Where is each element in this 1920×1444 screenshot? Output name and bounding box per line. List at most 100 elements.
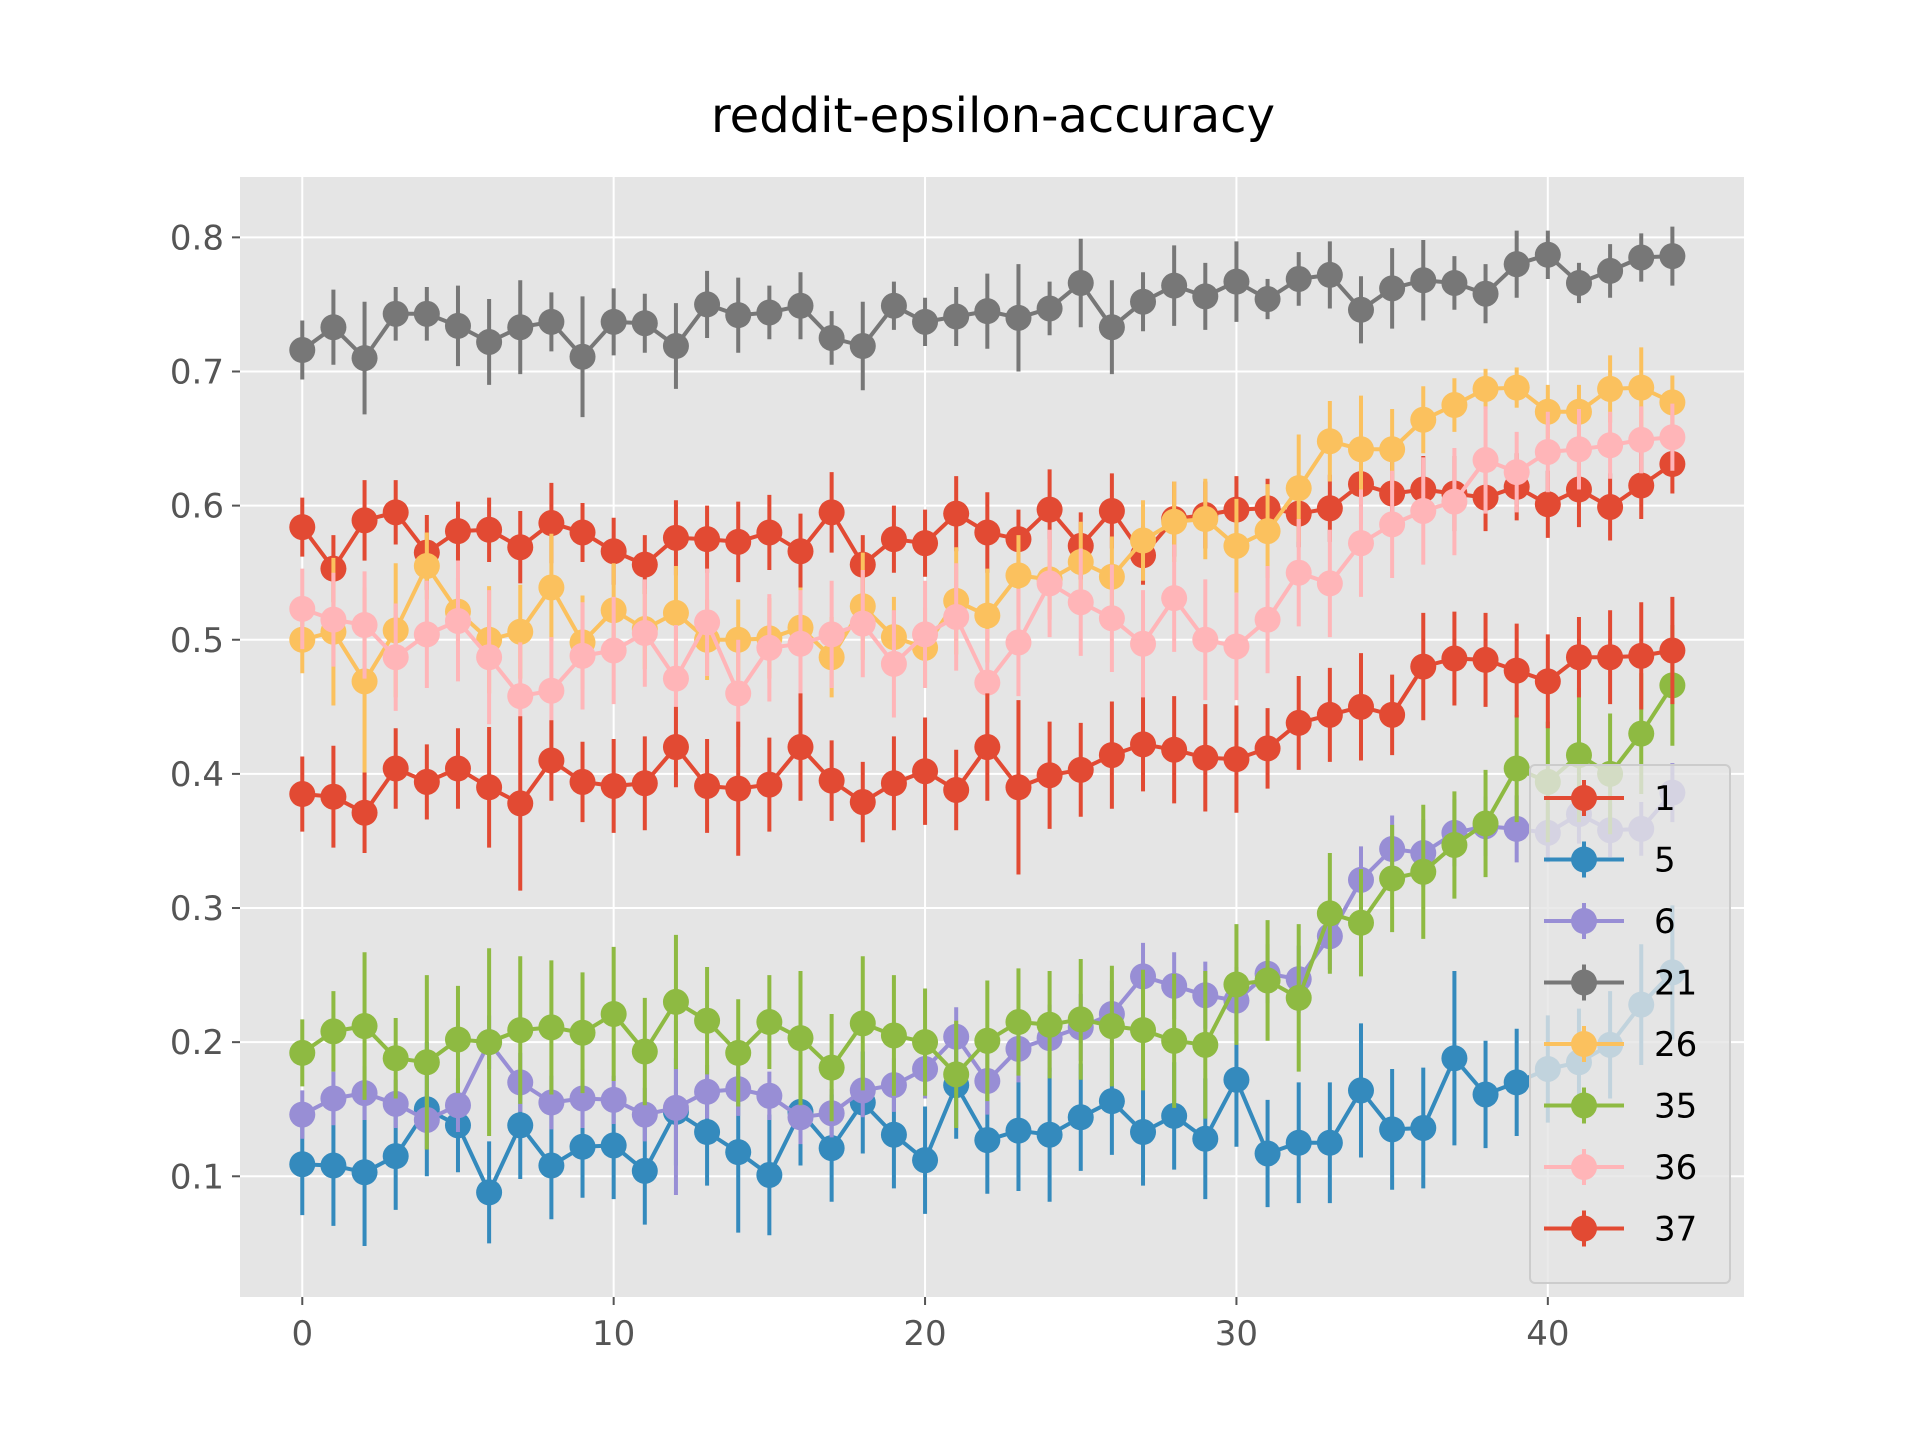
data-point: [1316, 570, 1343, 597]
data-point: [1628, 720, 1655, 747]
data-point: [476, 516, 503, 543]
data-point: [569, 768, 596, 795]
data-point: [569, 343, 596, 370]
data-point: [974, 734, 1001, 761]
data-point: [1067, 1104, 1094, 1131]
data-point: [725, 1039, 752, 1066]
data-point: [1098, 1088, 1125, 1115]
data-point: [1223, 532, 1250, 559]
data-point: [1036, 570, 1063, 597]
data-point: [476, 328, 503, 355]
data-point: [1534, 438, 1561, 465]
data-point: [1005, 629, 1032, 656]
data-point: [382, 755, 409, 782]
data-point: [1379, 1116, 1406, 1143]
data-point: [631, 770, 658, 797]
data-point: [289, 1151, 316, 1178]
legend-label: 36: [1654, 1148, 1697, 1188]
data-point: [1254, 286, 1281, 313]
data-point: [1410, 1114, 1437, 1141]
data-point: [725, 528, 752, 555]
data-point: [756, 634, 783, 661]
data-point: [289, 337, 316, 364]
data-point: [1503, 1069, 1530, 1096]
data-point: [507, 534, 534, 561]
data-point: [1503, 755, 1530, 782]
data-point: [538, 1152, 565, 1179]
data-point: [1316, 1129, 1343, 1156]
data-point: [1161, 585, 1188, 612]
data-point: [289, 514, 316, 541]
data-point: [600, 772, 627, 799]
data-point: [1036, 1011, 1063, 1038]
data-point: [444, 1092, 471, 1119]
data-point: [1628, 642, 1655, 669]
data-point: [880, 770, 907, 797]
data-point: [476, 1029, 503, 1056]
data-point: [569, 519, 596, 546]
data-point: [1005, 1009, 1032, 1036]
data-point: [1659, 243, 1686, 270]
data-point: [538, 510, 565, 537]
data-point: [1192, 744, 1219, 771]
y-tick-label: 0.1: [170, 1157, 224, 1197]
legend-label: 6: [1654, 902, 1676, 942]
legend-item: 35: [1544, 1087, 1697, 1127]
legend-label: 21: [1654, 964, 1697, 1004]
data-point: [1659, 424, 1686, 451]
data-point: [507, 1017, 534, 1044]
data-point: [1441, 645, 1468, 672]
data-point: [538, 1014, 565, 1041]
data-point: [569, 642, 596, 669]
data-point: [1192, 1031, 1219, 1058]
data-point: [725, 680, 752, 707]
data-point: [351, 799, 378, 826]
data-point: [1347, 909, 1374, 936]
data-point: [1379, 701, 1406, 728]
data-point: [1036, 295, 1063, 322]
data-point: [631, 1157, 658, 1184]
data-point: [1316, 701, 1343, 728]
data-point: [725, 302, 752, 329]
legend-marker: [1571, 969, 1597, 996]
data-point: [818, 324, 845, 351]
data-point: [1503, 251, 1530, 278]
y-tick-label: 0.5: [170, 621, 224, 661]
data-point: [600, 538, 627, 565]
x-tick-label: 10: [592, 1314, 635, 1354]
data-point: [1347, 530, 1374, 557]
data-point: [1036, 1121, 1063, 1148]
data-point: [662, 1094, 689, 1121]
data-point: [849, 1010, 876, 1037]
data-point: [476, 774, 503, 801]
series-layer: [289, 226, 1686, 1247]
data-point: [289, 781, 316, 808]
data-point: [756, 1161, 783, 1188]
data-point: [1254, 967, 1281, 994]
data-point: [662, 524, 689, 551]
data-point: [912, 621, 939, 648]
data-point: [631, 551, 658, 578]
series-36: [289, 403, 1686, 750]
data-point: [1161, 1102, 1188, 1129]
data-point: [1503, 459, 1530, 486]
data-point: [569, 1133, 596, 1160]
data-point: [756, 299, 783, 326]
legend-marker: [1571, 785, 1597, 811]
data-point: [538, 747, 565, 774]
x-tick-label: 0: [291, 1314, 313, 1354]
x-tick-label: 20: [903, 1314, 946, 1354]
series-37: [289, 596, 1686, 891]
data-point: [1379, 865, 1406, 892]
data-point: [1098, 742, 1125, 769]
data-point: [1130, 731, 1157, 758]
data-point: [1036, 496, 1063, 523]
data-point: [662, 599, 689, 626]
data-point: [1254, 735, 1281, 762]
data-point: [912, 1147, 939, 1174]
data-point: [943, 1061, 970, 1088]
data-point: [725, 1139, 752, 1166]
data-point: [912, 758, 939, 785]
data-point: [538, 574, 565, 601]
